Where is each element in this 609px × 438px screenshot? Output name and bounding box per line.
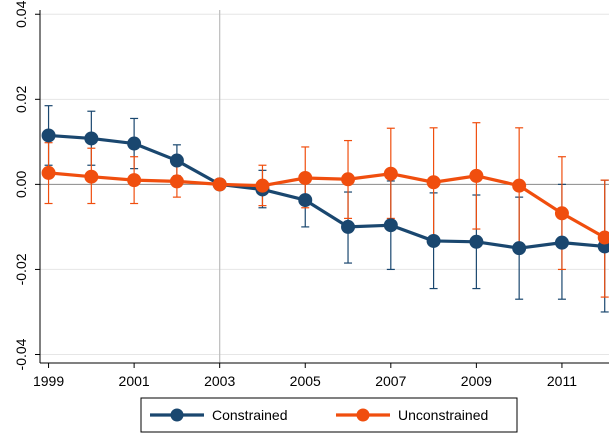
tick-labels: -0.04 -0.02 0.00 0.02 0.04 1999 2001 2003 2005 20…	[13, 0, 577, 389]
x-tick-label: 2005	[290, 373, 321, 389]
series-line	[48, 171, 606, 239]
data-point	[84, 169, 99, 184]
legend: Constrained Unconstrained	[140, 397, 518, 433]
data-point	[298, 193, 313, 208]
legend-label: Unconstrained	[398, 407, 488, 423]
data-point	[469, 234, 484, 249]
x-tick-label: 2007	[375, 373, 406, 389]
legend-label: Constrained	[212, 407, 288, 423]
data-point	[212, 177, 227, 192]
data-point	[127, 136, 142, 151]
y-tick-label: -0.04	[13, 338, 29, 370]
data-point	[84, 131, 99, 146]
data-point	[426, 233, 441, 248]
legend-swatch-marker	[170, 408, 184, 422]
data-point	[512, 178, 527, 193]
data-point	[341, 219, 356, 234]
data-point	[554, 206, 569, 221]
x-tick-label: 2001	[119, 373, 150, 389]
data-point	[469, 168, 484, 183]
data-point	[597, 230, 609, 245]
series-line	[48, 133, 605, 250]
legend-swatch-marker	[356, 408, 370, 422]
data-point	[554, 235, 569, 250]
x-tick-label: 2009	[461, 373, 492, 389]
data-point	[512, 241, 527, 256]
y-tick-label: 0.04	[13, 0, 29, 27]
x-tick-label: 1999	[33, 373, 64, 389]
series-line-unconstrained	[41, 165, 609, 245]
data-point	[383, 166, 398, 181]
data-point	[169, 153, 184, 168]
data-point	[341, 172, 356, 187]
y-tick-label: 0.00	[13, 171, 29, 198]
axes	[35, 10, 609, 368]
data-point	[41, 128, 56, 143]
data-point	[255, 178, 270, 193]
x-tick-label: 2003	[204, 373, 235, 389]
y-tick-label: -0.02	[13, 253, 29, 285]
x-tick-label: 2011	[547, 373, 577, 389]
data-point	[426, 175, 441, 190]
data-point	[169, 174, 184, 189]
data-point	[41, 165, 56, 180]
y-tick-label: 0.02	[13, 85, 29, 112]
plot-area	[41, 105, 609, 313]
data-point	[298, 170, 313, 185]
data-point	[127, 173, 142, 188]
data-point	[383, 218, 398, 233]
